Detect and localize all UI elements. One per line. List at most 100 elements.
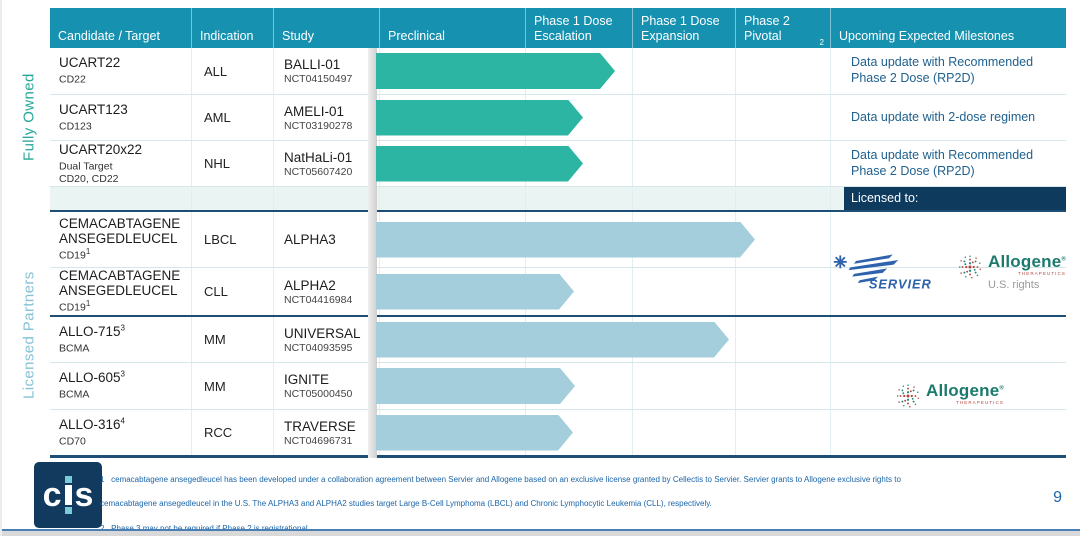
allogene-wordmark: Allogene® xyxy=(925,380,1004,400)
study-cell: AMELI-01 NCT03190278 xyxy=(273,95,379,140)
header-study: Study xyxy=(273,8,379,48)
phase-progress-arrow xyxy=(376,146,583,182)
indication-cell: RCC xyxy=(191,410,273,455)
candidate-cell: UCART123 CD123 xyxy=(50,95,191,140)
study-name: AMELI-01 xyxy=(284,103,345,119)
candidate-cell: CEMACABTAGENE ANSEGEDLEUCEL CD191 xyxy=(50,268,191,315)
cellectis-logo: c s xyxy=(34,462,102,528)
header-phase2-pivotal-label: Phase 2 Pivotal xyxy=(744,14,790,43)
study-nct-id: NCT05607420 xyxy=(284,165,353,178)
indication-cell: ALL xyxy=(191,48,273,94)
candidate-cell: CEMACABTAGENE ANSEGEDLEUCEL CD191 xyxy=(50,212,191,267)
pipeline-table: Candidate / Target Indication Study Prec… xyxy=(50,8,1066,458)
candidate-target: CD191 xyxy=(59,247,91,262)
footnote-line: 1 cemacabtagene ansegedleucel has been d… xyxy=(100,475,901,485)
phase-progress-arrow xyxy=(376,53,615,89)
indication-cell: CLL xyxy=(191,268,273,315)
pipeline-row: ALLO-3164 CD70 RCC TRAVERSE NCT04696731 xyxy=(50,410,1066,458)
phase2-pivotal-cell xyxy=(735,363,830,409)
pipeline-row: UCART123 CD123 AML AMELI-01 NCT03190278 … xyxy=(50,95,1066,141)
candidate-target-line2: CD20, CD22 xyxy=(59,173,119,186)
study-name: BALLI-01 xyxy=(284,57,341,72)
phase2-pivotal-cell xyxy=(735,141,830,186)
phase1-expansion-cell xyxy=(632,268,735,315)
study-name: NatHaLi-01 xyxy=(284,149,353,165)
candidate-name: CEMACABTAGENE ANSEGEDLEUCEL xyxy=(59,216,181,247)
indication-cell: NHL xyxy=(191,141,273,186)
candidate-name: UCART123 xyxy=(59,101,128,117)
phase1-expansion-cell xyxy=(632,363,735,409)
study-nct-id: NCT04150497 xyxy=(284,73,353,85)
milestone-cell xyxy=(830,410,1066,455)
slide-bottom-gray-strip xyxy=(2,531,1080,536)
study-cell: BALLI-01 NCT04150497 xyxy=(273,48,379,94)
header-phase2-pivotal: Phase 2 Pivotal 2 xyxy=(735,8,830,48)
study-nct-id: NCT05000450 xyxy=(284,388,353,400)
candidate-target: CD191 xyxy=(59,299,91,314)
candidate-cell: ALLO-6053 BCMA xyxy=(50,363,191,409)
candidate-name: ALLO-3164 xyxy=(59,416,125,432)
indication-cell: AML xyxy=(191,95,273,140)
study-name: IGNITE xyxy=(284,372,330,387)
study-cell: ALPHA3 xyxy=(273,212,379,267)
allogene-dotburst-icon xyxy=(958,255,981,279)
pipeline-row: ALLO-6053 BCMA MM IGNITE NCT05000450 xyxy=(50,363,1066,410)
candidate-target: CD22 xyxy=(59,73,86,86)
header-candidate-target: Candidate / Target xyxy=(58,28,160,43)
slide-bottom-accent-line xyxy=(2,529,1080,531)
study-nct-id: NCT03190278 xyxy=(284,119,353,132)
indication-cell: LBCL xyxy=(191,212,273,267)
candidate-target: BCMA xyxy=(59,388,90,401)
phase2-pivotal-cell xyxy=(735,95,830,140)
study-cell: NatHaLi-01 NCT05607420 xyxy=(273,141,379,186)
phase1-expansion-cell xyxy=(632,95,735,140)
study-cell: IGNITE NCT05000450 xyxy=(273,363,379,409)
milestone-cell xyxy=(830,212,1066,267)
servier-logo: SERVIER xyxy=(833,254,932,292)
phase2-pivotal-cell xyxy=(735,48,830,94)
study-cell: TRAVERSE NCT04696731 xyxy=(273,410,379,455)
section-label-licensed-partners: Licensed Partners xyxy=(20,271,38,399)
section-label-fully-owned: Fully Owned xyxy=(20,73,38,162)
licensed-to-row: Licensed to: xyxy=(50,187,1066,212)
milestone-text: Data update with 2-dose regimen xyxy=(851,109,1036,124)
allogene-therapeutics-label: THERAPEUTICS xyxy=(1018,271,1066,276)
candidate-cell: ALLO-7153 BCMA xyxy=(50,317,191,362)
milestone-cell xyxy=(830,268,1066,315)
phase-progress-arrow xyxy=(376,415,573,451)
pipeline-row: UCART20x22 Dual Target CD20, CD22 NHL Na… xyxy=(50,141,1066,187)
header-phase1-expansion: Phase 1 Dose Expansion xyxy=(632,8,735,48)
phase1-expansion-cell xyxy=(632,410,735,455)
candidate-target: Dual Target xyxy=(59,160,113,173)
indication-cell: MM xyxy=(191,363,273,409)
gantt-start-band xyxy=(368,48,377,458)
milestone-cell: Data update with Recommended Phase 2 Dos… xyxy=(830,141,1066,186)
allogene-dotburst-icon xyxy=(896,384,919,407)
study-cell: ALPHA2 NCT04416984 xyxy=(273,268,379,315)
allogene-therapeutics-label: THERAPEUTICS xyxy=(956,399,1004,405)
pipeline-row: CEMACABTAGENE ANSEGEDLEUCEL CD191 LBCL A… xyxy=(50,212,1066,268)
header-indication: Indication xyxy=(191,8,273,48)
candidate-name: UCART22 xyxy=(59,55,121,71)
phase-progress-arrow xyxy=(376,222,755,258)
allogene-us-rights-label: U.S. rights xyxy=(987,279,1040,291)
candidate-target: CD70 xyxy=(59,435,86,448)
footnote-line: 2 Phase 3 may not be required if Phase 2… xyxy=(100,524,1030,533)
footnotes: 1 cemacabtagene ansegedleucel has been d… xyxy=(100,460,1030,536)
study-name: TRAVERSE xyxy=(284,418,356,434)
phase1-expansion-cell xyxy=(632,48,735,94)
candidate-name: ALLO-6053 xyxy=(59,369,125,386)
header-phase1-escalation: Phase 1 Dose Escalation xyxy=(525,8,632,48)
candidate-cell: UCART22 CD22 xyxy=(50,48,191,94)
study-name: ALPHA2 xyxy=(284,277,336,293)
phase2-pivotal-cell xyxy=(735,410,830,455)
phase2-pivotal-cell xyxy=(735,268,830,315)
phase-progress-arrow xyxy=(376,322,729,358)
milestone-cell xyxy=(830,317,1066,362)
pipeline-row: ALLO-7153 BCMA MM UNIVERSAL NCT04093595 xyxy=(50,317,1066,363)
header-preclinical: Preclinical xyxy=(379,8,525,48)
milestone-text: Data update with Recommended Phase 2 Dos… xyxy=(851,147,1034,178)
servier-wordmark: SERVIER xyxy=(869,277,932,292)
phase-progress-arrow xyxy=(376,100,583,136)
